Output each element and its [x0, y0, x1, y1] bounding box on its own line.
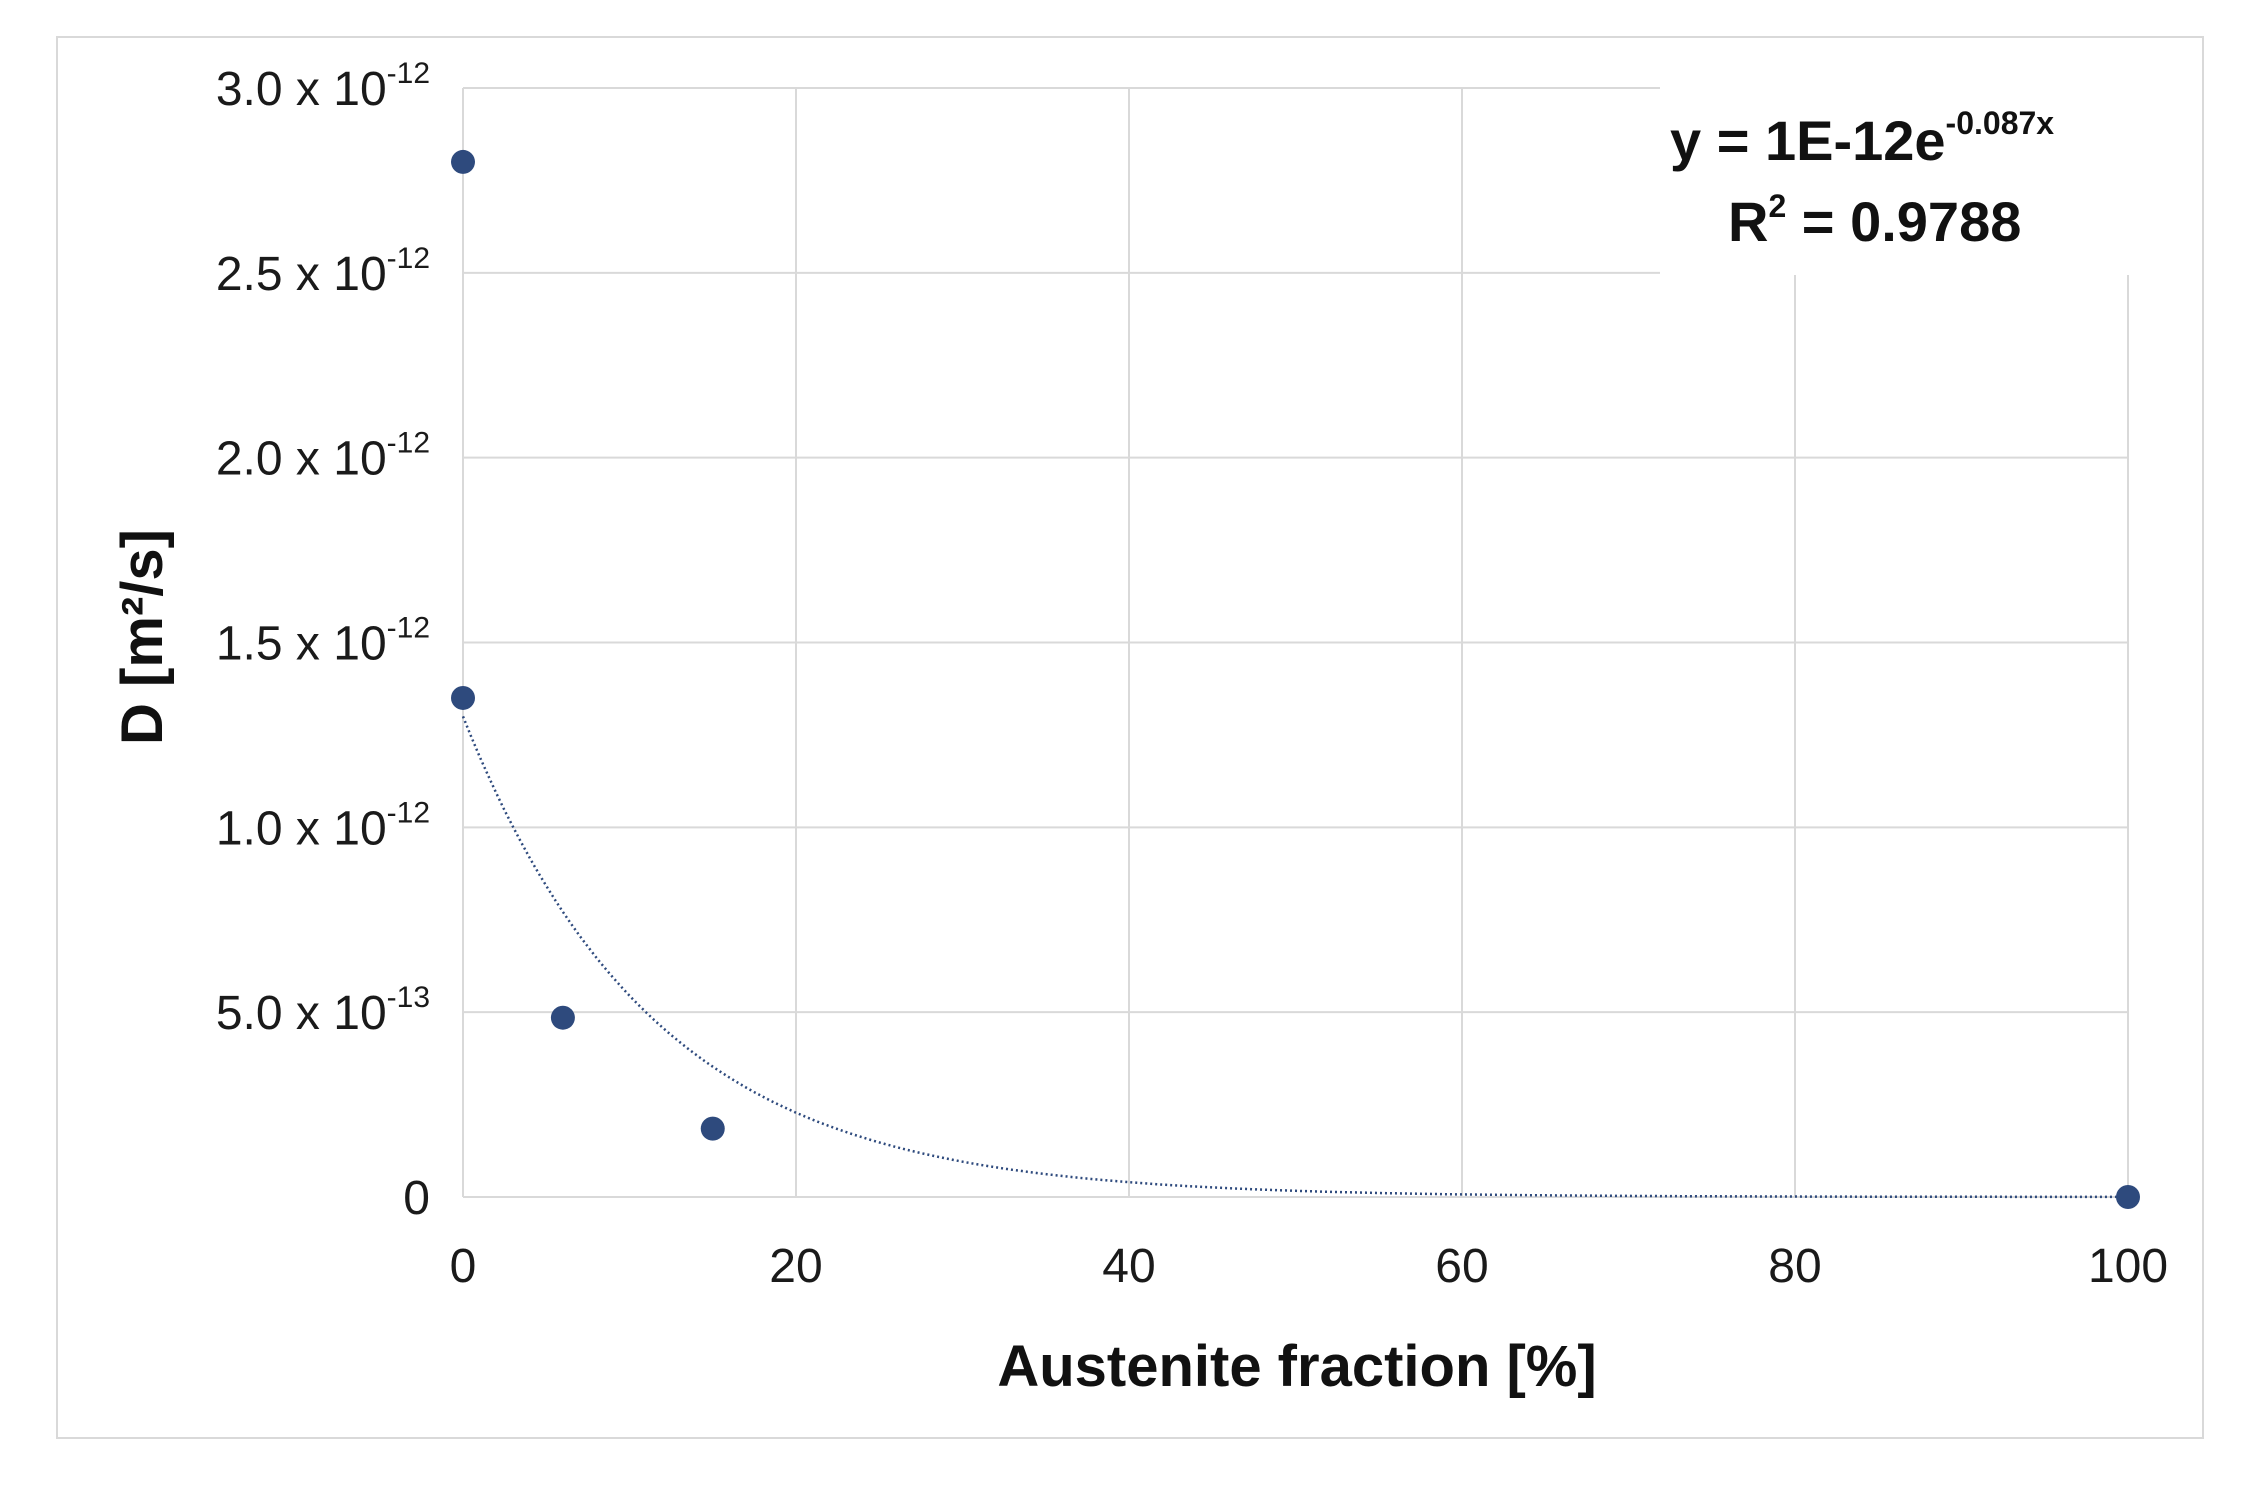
y-tick-labels: 0 5.0 x 10-13 1.0 x 10-12 1.5 x 10-12 2.0 x … [216, 57, 430, 1225]
data-points [451, 149, 2140, 1209]
trendline-equation: y = 1E-12e-0.087x [1670, 105, 2054, 172]
x-tick-label: 20 [769, 1240, 822, 1293]
x-tick-label: 40 [1102, 1240, 1155, 1293]
y-tick-label: 2.5 x 10-12 [216, 242, 430, 301]
exponential-trendline [461, 715, 2128, 1199]
data-point [550, 1005, 575, 1030]
data-point [451, 685, 475, 710]
y-tick-label: 5.0 x 10-13 [216, 981, 430, 1040]
x-axis-title: Austenite fraction [%] [997, 1334, 1596, 1399]
y-tick-label: 2.0 x 10-12 [216, 427, 430, 486]
y-tick-label: 3.0 x 10-12 [216, 57, 430, 116]
data-point [700, 1116, 725, 1141]
data-point [2116, 1185, 2140, 1209]
data-point [451, 149, 475, 174]
y-tick-label: 1.0 x 10-12 [216, 796, 430, 855]
y-axis-title: D [m²/s] [110, 529, 175, 745]
r-squared-label: R2 = 0.9788 [1728, 188, 2021, 253]
x-tick-label: 60 [1435, 1240, 1488, 1293]
annotation-background [1660, 85, 2140, 275]
y-tick-label: 1.5 x 10-12 [216, 612, 430, 671]
x-tick-label: 100 [2088, 1240, 2168, 1293]
x-tick-label: 80 [1768, 1240, 1821, 1293]
x-tick-labels: 0 20 40 60 80 100 [450, 1240, 2168, 1293]
x-tick-label: 0 [450, 1240, 477, 1293]
y-tick-label: 0 [403, 1172, 430, 1225]
trendline-annotation: y = 1E-12e-0.087x R2 = 0.9788 [1660, 85, 2140, 275]
